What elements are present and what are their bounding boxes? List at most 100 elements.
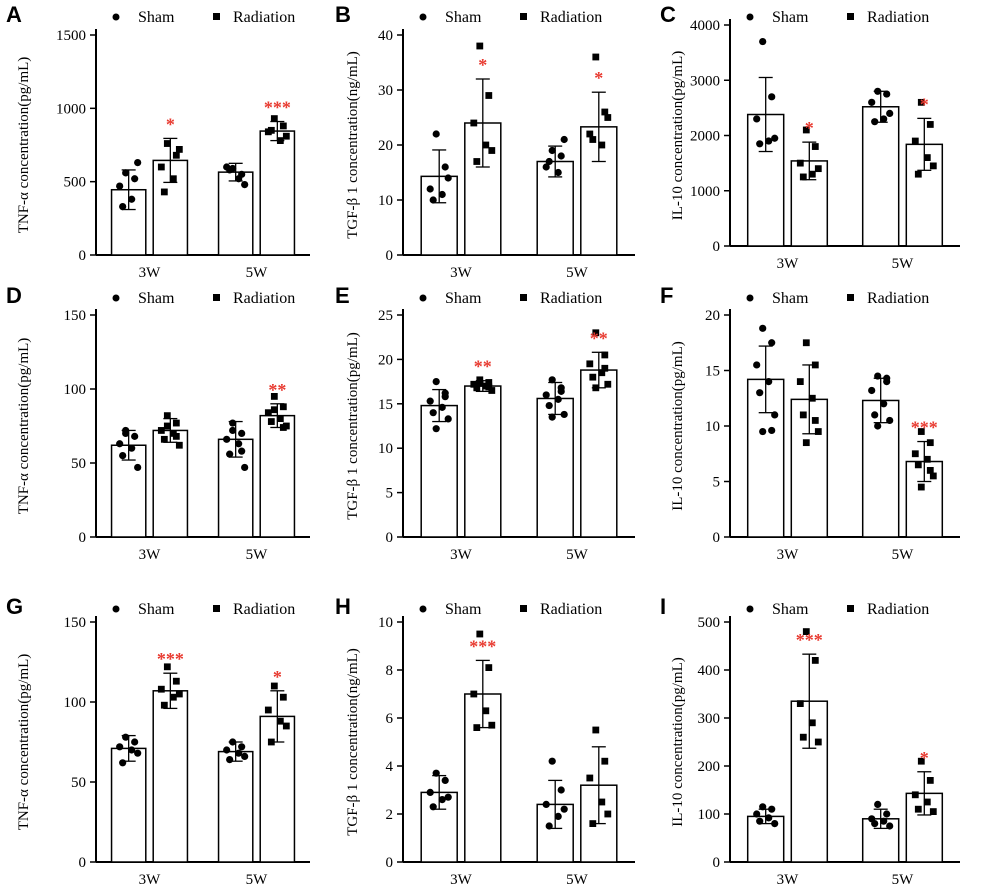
data-point-sham	[883, 374, 891, 382]
y-tick-label: 8	[386, 663, 394, 679]
data-point-radiation	[485, 664, 493, 671]
significance-marker: ***	[469, 636, 496, 656]
x-tick-label: 3W	[450, 872, 473, 888]
data-point-sham	[241, 463, 249, 472]
data-point-sham	[134, 463, 142, 472]
data-point-sham	[426, 788, 434, 797]
data-point-sham	[874, 800, 882, 809]
data-point-sham	[128, 195, 136, 203]
y-axis-title: IL-10 concentration(pg/mL)	[670, 341, 686, 511]
legend: Sham Radiation	[746, 601, 929, 618]
data-point-radiation	[911, 450, 919, 458]
data-point-radiation	[488, 147, 496, 154]
data-point-radiation	[279, 424, 287, 431]
y-tick-label: 1000	[690, 184, 720, 200]
data-point-radiation	[264, 409, 272, 417]
data-point-sham	[432, 769, 440, 777]
legend-sham-marker	[419, 605, 427, 613]
data-point-sham	[226, 756, 234, 764]
data-point-radiation	[796, 378, 804, 385]
data-point-radiation	[598, 141, 606, 149]
data-point-sham	[235, 749, 243, 757]
bar-radiation	[790, 160, 829, 247]
data-point-radiation	[814, 428, 822, 435]
data-point-sham	[871, 411, 879, 419]
y-tick-label: 0	[79, 248, 87, 264]
y-tick-label: 25	[378, 308, 393, 324]
data-point-radiation	[267, 418, 275, 425]
data-point-radiation	[270, 393, 278, 400]
data-point-sham	[560, 410, 568, 419]
legend-radiation-marker	[520, 13, 527, 20]
legend: Sham Radiation	[419, 601, 602, 618]
y-tick-label: 2	[386, 807, 394, 823]
data-point-sham	[432, 130, 440, 138]
data-point-radiation	[482, 141, 490, 149]
data-point-sham	[226, 166, 234, 174]
data-point-radiation	[172, 419, 180, 427]
y-tick-label: 15	[378, 397, 393, 413]
data-point-radiation	[796, 700, 804, 707]
data-point-sham	[438, 190, 446, 199]
data-point-radiation	[592, 384, 600, 392]
data-point-sham	[241, 752, 249, 761]
data-point-radiation	[799, 411, 807, 419]
data-point-radiation	[485, 379, 493, 386]
data-point-sham	[886, 416, 894, 425]
y-tick-label: 40	[378, 28, 393, 44]
data-point-sham	[756, 140, 764, 148]
panel-letter: A	[6, 2, 22, 27]
legend-sham-label: Sham	[445, 9, 482, 26]
y-tick-label: 0	[386, 855, 394, 871]
data-point-radiation	[175, 441, 183, 449]
legend: Sham Radiation	[746, 290, 929, 307]
data-point-radiation	[488, 721, 496, 729]
data-point-radiation	[917, 483, 925, 491]
y-tick-label: 100	[698, 807, 721, 823]
data-point-radiation	[172, 151, 180, 159]
data-point-sham	[768, 93, 776, 101]
legend-radiation-label: Radiation	[867, 9, 929, 26]
data-point-radiation	[926, 439, 934, 447]
data-point-radiation	[601, 351, 609, 359]
data-point-sham	[768, 426, 776, 435]
y-axis-title: TGF-β 1 concentration(pg/mL)	[345, 332, 361, 520]
y-tick-label: 0	[79, 855, 87, 871]
data-point-sham	[554, 395, 562, 403]
data-point-sham	[771, 134, 779, 142]
data-point-radiation	[601, 108, 609, 116]
data-point-radiation	[279, 693, 287, 701]
bar-sham	[420, 404, 458, 538]
significance-marker: ***	[796, 630, 823, 650]
y-tick-label: 0	[713, 239, 721, 255]
data-point-sham	[131, 175, 139, 183]
data-point-sham	[122, 169, 130, 177]
data-point-sham	[765, 814, 773, 822]
data-point-sham	[134, 749, 142, 757]
legend-sham-label: Sham	[772, 290, 809, 307]
legend-radiation-label: Radiation	[233, 601, 295, 618]
data-point-sham	[119, 759, 127, 767]
data-point-radiation	[264, 706, 272, 714]
data-point-sham	[429, 803, 437, 811]
data-point-radiation	[601, 757, 609, 765]
x-tick-label: 5W	[246, 547, 269, 563]
x-tick-label: 3W	[139, 872, 162, 888]
data-point-sham	[131, 738, 139, 746]
legend-radiation-marker	[847, 13, 854, 20]
data-point-radiation	[586, 130, 594, 138]
data-point-radiation	[267, 126, 275, 134]
x-tick-label: 5W	[892, 872, 915, 888]
data-point-radiation	[914, 805, 922, 813]
y-tick-label: 15	[705, 364, 720, 380]
data-point-sham	[871, 118, 879, 126]
y-tick-label: 1500	[56, 28, 86, 44]
data-point-radiation	[929, 808, 937, 815]
data-point-sham	[116, 182, 124, 190]
data-point-sham	[432, 425, 440, 433]
data-point-radiation	[814, 738, 822, 746]
data-point-radiation	[476, 42, 484, 50]
data-point-sham	[542, 163, 550, 171]
y-tick-label: 10	[378, 615, 393, 631]
legend-sham-label: Sham	[138, 290, 175, 307]
